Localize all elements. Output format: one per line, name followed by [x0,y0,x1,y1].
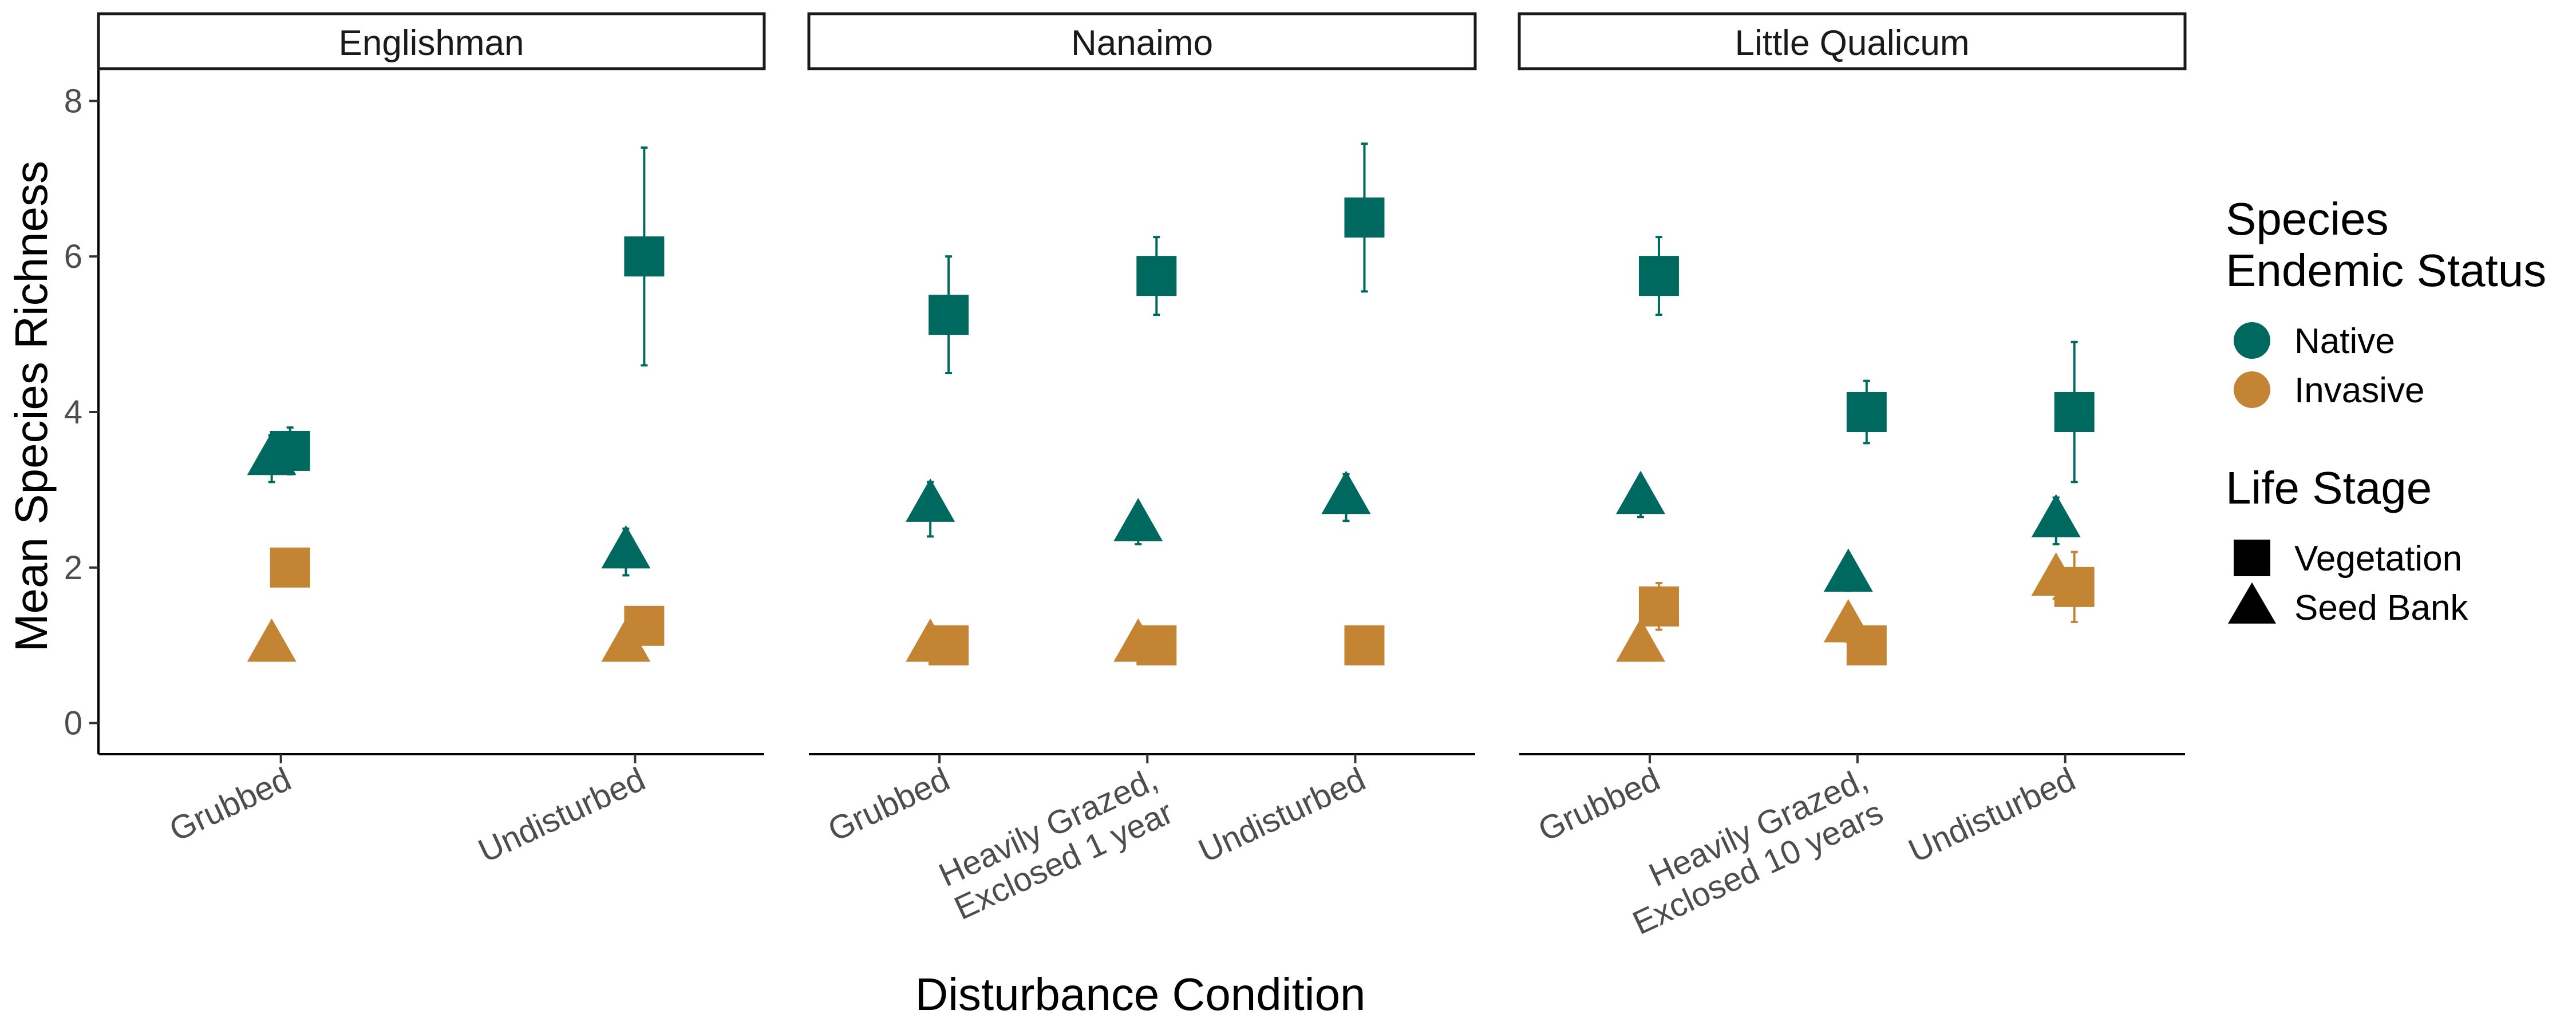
legend-key-circle [2234,322,2270,359]
marker-triangle [601,618,651,662]
point-invasive-seed-bank [1615,618,1665,662]
y-axis-title: Mean Species Richness [6,161,57,652]
legend-color-title: Species Endemic Status [2226,193,2546,296]
marker-triangle [247,618,297,662]
point-invasive-seed-bank [906,618,955,662]
legend-item-native: Native [2234,322,2395,361]
point-invasive-seed-bank [1113,618,1163,662]
point-native-vegetation [1344,142,1385,293]
point-native-seed-bank [2031,494,2081,546]
point-invasive-vegetation [270,547,310,588]
y-axis: 0 2 4 6 8 [64,70,100,754]
marker-square [1344,197,1385,238]
facet-strip [807,12,1477,70]
facet-strip [1518,12,2187,70]
marker-triangle [1823,548,1873,592]
facet-strip-label: Little Qualicum [1735,23,1969,63]
y-tick-label: 0 [64,705,82,742]
legend-item-invasive: Invasive [2234,371,2424,410]
legend-item-vegetation: Vegetation [2234,539,2462,579]
legend-item-label: Vegetation [2294,539,2462,579]
point-native-seed-bank [1321,470,1371,522]
legend-key-square [2234,540,2270,576]
legend-shape-title: Life Stage [2226,462,2432,513]
point-invasive-vegetation [1344,625,1385,665]
point-native-seed-bank [1823,548,1873,592]
marker-triangle [1615,618,1665,662]
marker-square [1136,256,1177,296]
marker-triangle [1113,498,1163,541]
point-native-vegetation [1638,236,1679,316]
facet-strip-label: Englishman [339,23,524,63]
marker-triangle [906,478,955,522]
marker-square [270,547,310,588]
legend-key-triangle [2228,582,2276,624]
y-tick-label: 6 [64,238,82,275]
y-tick-label: 4 [64,394,82,431]
point-native-seed-bank [247,431,297,484]
legend-key-circle [2234,371,2270,408]
legend-item-label: Invasive [2294,371,2424,410]
point-native-vegetation [2054,340,2095,484]
facet-strip [97,12,766,70]
marker-square [2054,392,2095,432]
point-native-vegetation [624,146,665,367]
y-tick-label: 2 [64,549,82,587]
point-invasive-seed-bank [2031,552,2081,600]
legend-item-label: Native [2294,322,2395,361]
marker-square [624,236,665,277]
marker-triangle [1113,618,1163,662]
facet-strip-label: Nanaimo [1071,23,1213,63]
marker-triangle [1321,470,1371,514]
point-invasive-seed-bank [601,618,651,662]
marker-triangle [2031,552,2081,596]
legend: Species Endemic Status Native Invasive Life … [2226,193,2546,628]
marker-triangle [906,618,955,662]
marker-square [1638,256,1679,296]
legend-item-label: Seed Bank [2294,588,2468,628]
marker-square [1344,625,1385,665]
legend-color-title-line: Endemic Status [2226,245,2546,296]
marker-triangle [601,525,651,569]
point-native-vegetation [1136,236,1177,316]
legend-item-seed-bank: Seed Bank [2228,582,2468,628]
point-native-seed-bank [906,478,955,538]
point-native-vegetation [929,255,969,375]
point-native-seed-bank [601,525,651,577]
marker-square [1638,586,1679,627]
point-native-seed-bank [1615,470,1665,518]
legend-color-title-line: Species [2226,193,2389,244]
marker-triangle [1823,599,1873,643]
y-tick-label: 8 [64,82,82,120]
marker-triangle [2031,494,2081,538]
point-native-seed-bank [1113,498,1163,546]
point-invasive-vegetation [1638,582,1679,631]
x-axis-title: Disturbance Condition [915,969,1365,1020]
marker-square [929,295,969,335]
point-invasive-seed-bank [1823,599,1873,643]
marker-triangle [247,431,297,476]
marker-triangle [1615,470,1665,514]
point-native-vegetation [1846,379,1887,445]
point-invasive-seed-bank [247,618,297,662]
marker-square [1846,392,1887,432]
